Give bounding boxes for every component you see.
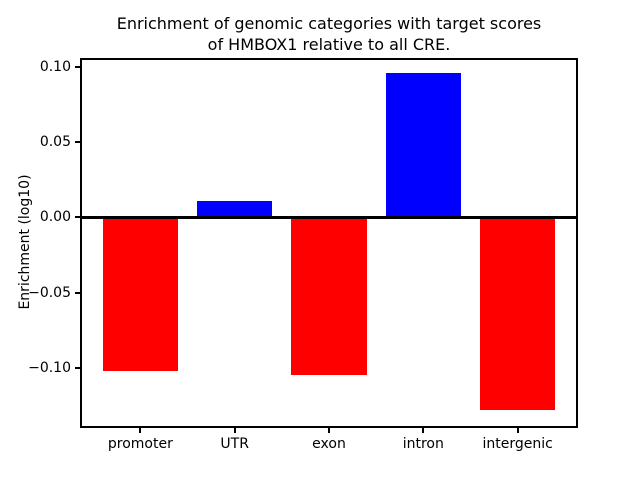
y-tick-mark (75, 66, 80, 69)
y-tick-mark (75, 216, 80, 219)
bar-promoter (102, 217, 179, 371)
x-tick-label-exon: exon (312, 436, 346, 452)
y-tick-mark (75, 366, 80, 369)
x-tick-mark (328, 428, 330, 433)
bar-UTR (196, 200, 273, 218)
y-tick-label: 0.10 (39, 59, 71, 76)
chart-title-line-1: Enrichment of genomic categories with ta… (116, 14, 542, 33)
y-tick-mark (75, 141, 80, 144)
bar-intron (385, 73, 462, 218)
y-tick-label: −0.10 (28, 359, 71, 376)
x-tick-mark (233, 428, 236, 433)
y-axis-label: Enrichment (log10) (17, 174, 33, 310)
chart-title: Enrichment of genomic categories with ta… (80, 13, 578, 55)
x-tick-mark (422, 428, 425, 433)
y-tick-label: −0.05 (28, 284, 71, 301)
bar-intergenic (479, 217, 556, 410)
x-tick-label-UTR: UTR (220, 436, 249, 452)
bar-exon (291, 217, 367, 376)
x-tick-label-promoter: promoter (107, 436, 173, 452)
x-tick-mark (516, 428, 519, 433)
x-tick-label-intergenic: intergenic (482, 436, 553, 452)
zero-line (80, 215, 578, 219)
y-tick-label: 0.00 (39, 209, 71, 226)
y-tick-mark (75, 291, 80, 294)
chart-title-line-2: of HMBOX1 relative to all CRE. (207, 35, 451, 54)
x-tick-mark (139, 428, 142, 433)
y-tick-label: 0.05 (39, 134, 71, 151)
x-tick-label-intron: intron (402, 436, 444, 452)
